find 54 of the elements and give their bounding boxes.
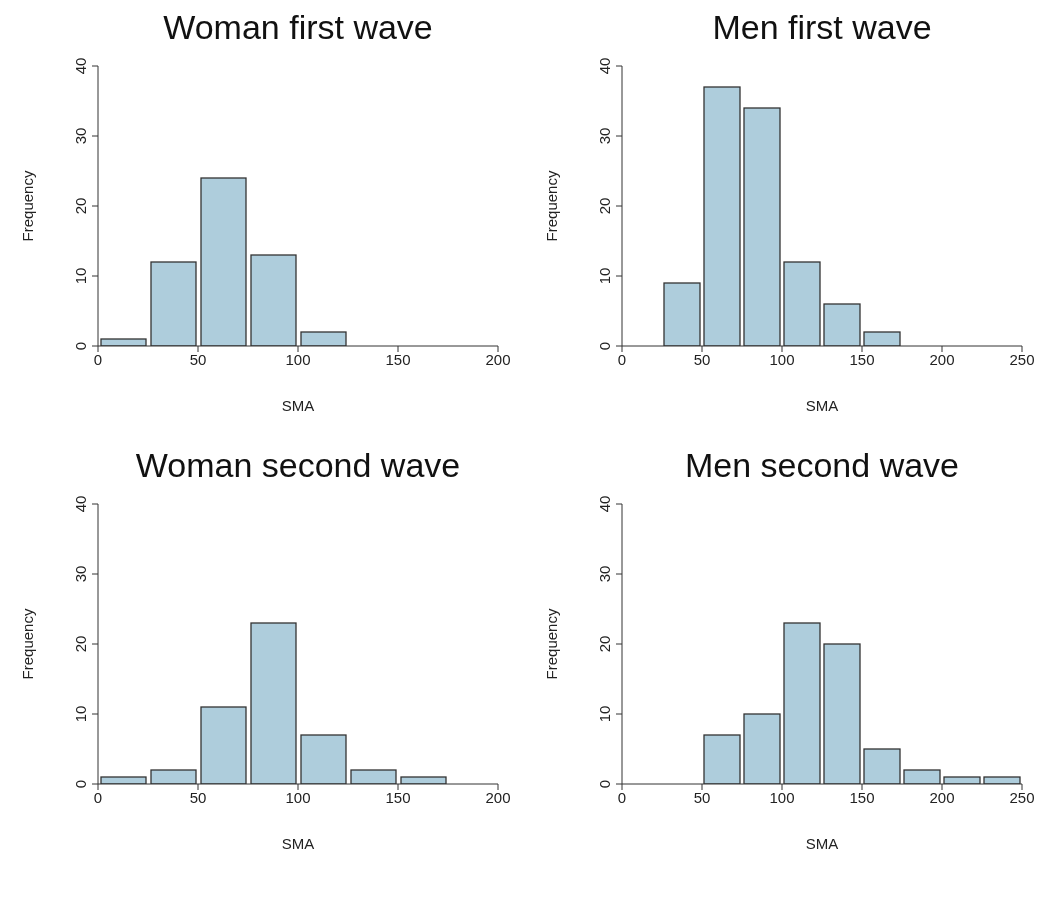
y-tick-label: 20 (72, 635, 89, 653)
x-tick-label: 50 (693, 788, 711, 806)
y-tick-label: 20 (596, 197, 613, 215)
x-tick-label: 250 (1009, 350, 1035, 368)
y-tick-label: 40 (72, 57, 89, 75)
y-tick-label: 20 (72, 197, 89, 215)
y-axis-title: Frequency (19, 608, 37, 680)
x-tick-label: 100 (285, 350, 311, 368)
y-tick-label: 40 (596, 495, 613, 513)
x-tick-label: 150 (385, 788, 411, 806)
x-tick-label: 150 (385, 350, 411, 368)
y-tick-label: 10 (72, 267, 89, 285)
x-tick-label: 0 (93, 350, 103, 368)
y-tick-label: 0 (596, 341, 613, 351)
y-tick-label: 10 (596, 267, 613, 285)
x-tick-label: 100 (769, 350, 795, 368)
y-tick-label: 0 (72, 341, 89, 351)
y-tick-label: 20 (596, 635, 613, 653)
x-tick-label: 50 (693, 350, 711, 368)
y-tick-label: 30 (72, 565, 89, 583)
chart-title: Woman second wave (134, 446, 462, 486)
x-axis-title: SMA (805, 835, 839, 852)
x-tick-label: 50 (189, 350, 207, 368)
x-tick-label: 250 (1009, 788, 1035, 806)
x-tick-label: 200 (929, 788, 955, 806)
y-tick-label: 10 (596, 705, 613, 723)
x-tick-label: 0 (93, 788, 103, 806)
y-tick-label: 10 (72, 705, 89, 723)
x-tick-label: 150 (849, 350, 875, 368)
x-axis-title: SMA (805, 397, 839, 414)
y-tick-label: 0 (72, 779, 89, 789)
x-tick-label: 200 (929, 350, 955, 368)
x-tick-label: 100 (769, 788, 795, 806)
y-tick-label: 30 (596, 565, 613, 583)
x-tick-label: 100 (285, 788, 311, 806)
y-tick-label: 30 (72, 127, 89, 145)
y-axis-title: Frequency (543, 608, 561, 680)
y-tick-label: 0 (596, 779, 613, 789)
x-tick-label: 200 (485, 350, 511, 368)
x-tick-label: 150 (849, 788, 875, 806)
x-tick-label: 0 (617, 350, 627, 368)
y-tick-label: 40 (72, 495, 89, 513)
chart-title: Men first wave (711, 8, 933, 48)
y-axis-title: Frequency (543, 170, 561, 242)
x-tick-label: 0 (617, 788, 627, 806)
chart-title: Men second wave (683, 446, 960, 486)
x-tick-label: 50 (189, 788, 207, 806)
y-tick-label: 30 (596, 127, 613, 145)
x-axis-title: SMA (281, 397, 315, 414)
chart-title: Woman first wave (162, 8, 434, 48)
y-tick-label: 40 (596, 57, 613, 75)
x-axis-title: SMA (281, 835, 315, 852)
y-axis-title: Frequency (19, 170, 37, 242)
x-tick-label: 200 (485, 788, 511, 806)
